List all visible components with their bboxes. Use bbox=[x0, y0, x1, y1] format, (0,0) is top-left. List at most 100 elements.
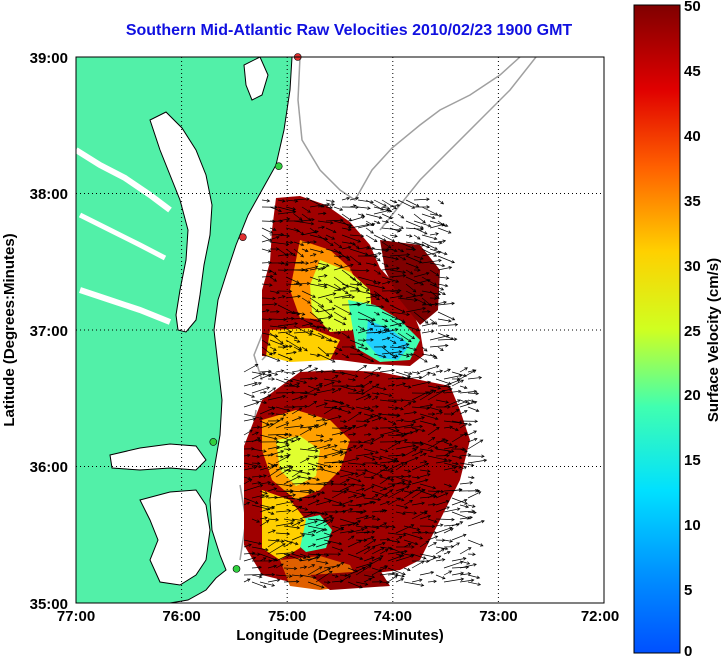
velocity-vector bbox=[267, 518, 279, 521]
velocity-vector-head bbox=[379, 555, 384, 559]
velocity-vector bbox=[405, 332, 415, 339]
velocity-vector-head bbox=[440, 347, 444, 352]
velocity-vector bbox=[315, 481, 334, 485]
velocity-vector-head bbox=[366, 546, 371, 550]
velocity-vector bbox=[419, 495, 437, 499]
velocity-vector bbox=[333, 294, 352, 299]
velocity-vector bbox=[293, 213, 303, 221]
velocity-vector-head bbox=[424, 478, 429, 483]
velocity-vector-head bbox=[432, 422, 437, 427]
velocity-vector-head bbox=[390, 477, 395, 482]
velocity-vector bbox=[397, 318, 406, 323]
velocity-vector bbox=[379, 413, 400, 417]
velocity-vector bbox=[403, 448, 417, 457]
velocity-vector bbox=[301, 297, 311, 304]
velocity-vector-head bbox=[361, 483, 366, 488]
velocity-vector bbox=[323, 469, 340, 475]
velocity-vector bbox=[373, 282, 381, 285]
velocity-vector bbox=[363, 469, 383, 477]
velocity-vector-head bbox=[433, 253, 438, 257]
velocity-vector bbox=[341, 283, 359, 290]
velocity-vector-head bbox=[445, 343, 449, 348]
velocity-vector bbox=[357, 290, 378, 296]
velocity-vector-head bbox=[253, 381, 258, 385]
velocity-vector-head bbox=[447, 384, 452, 389]
velocity-vector bbox=[363, 536, 375, 541]
velocity-vector bbox=[355, 365, 367, 373]
velocity-vector bbox=[309, 332, 325, 339]
velocity-vector bbox=[269, 332, 284, 344]
velocity-vector-head bbox=[317, 492, 321, 497]
velocity-vector-head bbox=[387, 245, 392, 249]
velocity-vector bbox=[381, 199, 397, 210]
velocity-vector bbox=[397, 248, 404, 253]
velocity-vector bbox=[387, 532, 406, 536]
velocity-vector bbox=[371, 435, 384, 443]
velocity-vector-head bbox=[420, 256, 424, 260]
velocity-vector bbox=[349, 255, 362, 265]
velocity-vector-head bbox=[426, 245, 431, 249]
velocity-vector bbox=[269, 352, 276, 355]
velocity-vector-head bbox=[392, 421, 397, 425]
velocity-vector-head bbox=[377, 271, 382, 275]
velocity-vector bbox=[403, 402, 412, 408]
velocity-vector bbox=[243, 476, 251, 480]
velocity-vector-head bbox=[325, 263, 330, 267]
velocity-vector-head bbox=[327, 567, 332, 571]
velocity-vector-head bbox=[426, 473, 431, 477]
velocity-vector bbox=[299, 448, 318, 452]
velocity-vector-head bbox=[331, 203, 335, 207]
velocity-vector bbox=[275, 494, 296, 499]
velocity-vector bbox=[387, 525, 396, 528]
velocity-vector bbox=[339, 508, 353, 513]
velocity-vector-head bbox=[338, 244, 343, 249]
velocity-vector bbox=[451, 542, 460, 548]
velocity-vector-head bbox=[412, 288, 417, 293]
velocity-vector bbox=[437, 338, 457, 341]
velocity-vector bbox=[363, 485, 375, 492]
velocity-vector-head bbox=[441, 438, 446, 442]
velocity-vector bbox=[429, 353, 438, 359]
velocity-vector-head bbox=[432, 389, 437, 394]
velocity-vector-head bbox=[394, 316, 399, 320]
velocity-vector-head bbox=[323, 285, 328, 289]
velocity-vector bbox=[243, 454, 251, 457]
velocity-vector bbox=[381, 346, 396, 359]
velocity-vector-head bbox=[472, 504, 476, 508]
velocity-vector bbox=[389, 295, 403, 299]
velocity-vector-head bbox=[416, 475, 421, 480]
velocity-vector-head bbox=[427, 514, 432, 519]
velocity-vector bbox=[427, 385, 441, 389]
velocity-vector bbox=[435, 559, 445, 562]
velocity-vector-head bbox=[271, 583, 276, 587]
velocity-vector-head bbox=[286, 217, 291, 221]
velocity-vector-head bbox=[447, 550, 451, 555]
velocity-vector bbox=[315, 490, 325, 494]
velocity-vector-head bbox=[306, 457, 310, 461]
colorbar-tick: 15 bbox=[684, 452, 701, 469]
velocity-vector-head bbox=[433, 236, 438, 241]
velocity-vector-head bbox=[313, 424, 318, 428]
velocity-vector bbox=[371, 510, 385, 513]
velocity-vector-head bbox=[331, 381, 335, 385]
velocity-vector-head bbox=[378, 413, 382, 417]
velocity-vector bbox=[403, 511, 417, 514]
velocity-vector-head bbox=[395, 459, 400, 463]
velocity-vector-head bbox=[257, 481, 262, 485]
y-tick: 36:00 bbox=[30, 459, 68, 476]
velocity-vector bbox=[429, 269, 439, 276]
velocity-vector-head bbox=[278, 208, 282, 213]
velocity-vector bbox=[403, 425, 423, 429]
velocity-vector-head bbox=[405, 343, 410, 347]
velocity-vector bbox=[275, 441, 289, 444]
velocity-vector bbox=[349, 303, 360, 306]
velocity-vector bbox=[397, 343, 409, 348]
velocity-vector bbox=[277, 206, 296, 212]
velocity-vector-head bbox=[443, 300, 447, 305]
velocity-vector bbox=[395, 462, 408, 471]
velocity-vector-head bbox=[357, 520, 362, 524]
velocity-vector-head bbox=[418, 375, 423, 380]
velocity-vector bbox=[315, 517, 334, 527]
velocity-vector bbox=[309, 325, 326, 329]
velocity-vector-head bbox=[309, 322, 313, 326]
